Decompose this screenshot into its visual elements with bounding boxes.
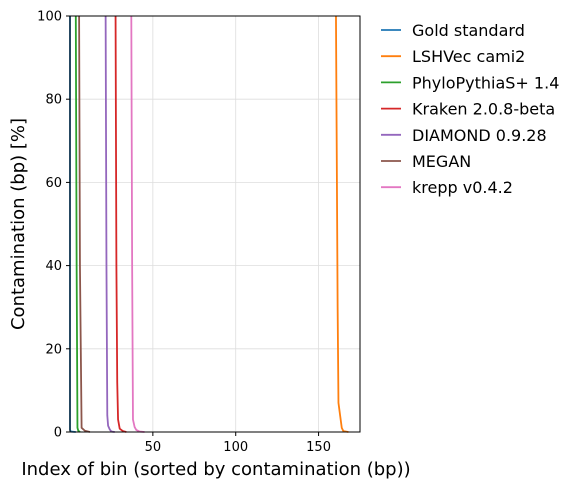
- legend-entry-label: MEGAN: [412, 152, 471, 171]
- y-tick-label: 20: [45, 342, 62, 357]
- y-tick-label: 0: [54, 426, 62, 441]
- x-tick-label: 50: [145, 440, 162, 455]
- x-tick-label: 100: [223, 440, 248, 455]
- y-tick-label: 40: [45, 259, 62, 274]
- series-line-2: [335, 15, 349, 433]
- legend-entry-label: DIAMOND 0.9.28: [412, 126, 547, 145]
- ticks: 50 100 150 0 20 40 60 80 100: [37, 10, 331, 456]
- y-tick-label: 60: [45, 176, 62, 191]
- legend-entry-label: Kraken 2.0.8-beta: [412, 100, 555, 119]
- legend: Gold standard LSHVec cami2 PhyloPythiaS+ 1…: [381, 21, 559, 197]
- series-line-6: [78, 15, 91, 433]
- legend-entry-label: PhyloPythiaS+ 1.4: [412, 73, 559, 92]
- y-tick-label: 80: [45, 93, 62, 108]
- legend-entry-label: Gold standard: [412, 21, 525, 40]
- legend-entry-label: LSHVec cami2: [412, 47, 525, 66]
- series-line-3: [74, 15, 81, 433]
- x-tick-label: 150: [306, 440, 331, 455]
- legend-entry-label: krepp v0.4.2: [412, 178, 513, 197]
- plot-frame: [69, 15, 361, 433]
- y-tick-label: 100: [37, 10, 62, 25]
- y-axis-label: Contamination (bp) [%]: [8, 118, 29, 330]
- x-axis-label: Index of bin (sorted by contamination (b…: [21, 459, 410, 480]
- series-line-4: [114, 15, 127, 433]
